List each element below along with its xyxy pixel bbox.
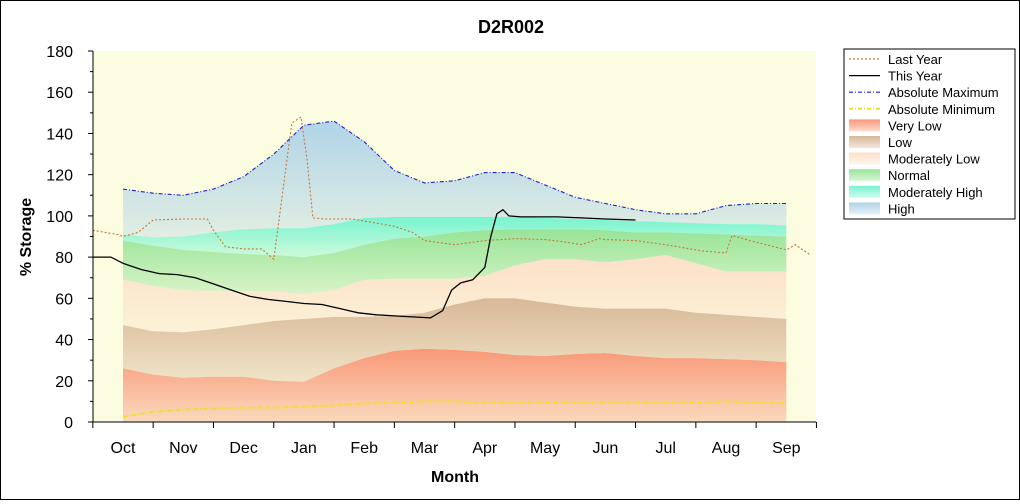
y-tick-label: 100 [46, 209, 73, 226]
x-axis-label: Month [431, 469, 479, 486]
legend-item-moderately-high: Moderately High [849, 185, 983, 200]
legend-swatch-band [849, 119, 880, 132]
legend-swatch-band [849, 136, 880, 148]
y-tick-label: 120 [46, 168, 73, 185]
band-moderately-high [123, 216, 787, 258]
x-tick-label: May [530, 440, 560, 457]
y-tick-label: 40 [55, 333, 73, 350]
y-tick-label: 60 [55, 291, 73, 308]
y-tick-label: 80 [55, 250, 73, 267]
x-tick-label: Dec [229, 440, 257, 457]
series-line-absolute-minimum [122, 400, 787, 418]
legend-label: High [888, 201, 915, 216]
legend-item-moderately-low: Moderately Low [849, 152, 980, 167]
legend-label: Absolute Minimum [888, 102, 995, 117]
x-tick-label: Jun [593, 440, 619, 457]
x-tick-label: Aug [712, 440, 740, 457]
x-tick-label: Oct [111, 440, 136, 457]
series-line-last-year [92, 116, 811, 261]
x-tick-label: Mar [411, 440, 439, 457]
y-tick-label: 0 [64, 415, 73, 432]
legend-item-normal: Normal [849, 168, 930, 183]
y-tick-label: 180 [46, 44, 73, 61]
legend-item-absolute-minimum: Absolute Minimum [849, 102, 995, 117]
legend-label: Moderately Low [888, 152, 980, 167]
x-tick-label: Jan [291, 440, 317, 457]
legend-item-very-low: Very Low [849, 118, 942, 133]
band-low [123, 298, 787, 382]
band-moderately-low [123, 255, 787, 333]
percentile-bands [123, 121, 787, 422]
legend-label: Low [888, 135, 912, 150]
legend-swatch-band [849, 152, 880, 165]
band-high [123, 121, 787, 238]
y-tick-label: 20 [55, 374, 73, 391]
legend-item-high: High [849, 201, 915, 216]
legend-item-last-year: Last Year [849, 52, 943, 67]
legend-label: This Year [888, 69, 943, 84]
legend-label: Normal [888, 168, 930, 183]
y-tick-label: 140 [46, 126, 73, 143]
x-tick-label: Sep [772, 440, 801, 457]
x-tick-label: Apr [472, 440, 498, 457]
legend-item-absolute-maximum: Absolute Maximum [849, 85, 999, 100]
chart-title: D2R002 [478, 17, 544, 37]
series-lines [92, 116, 811, 418]
y-tick-label: 160 [46, 85, 73, 102]
band-normal [123, 229, 787, 295]
legend-item-this-year: This Year [849, 69, 943, 84]
x-tick-label: Feb [350, 440, 378, 457]
y-axis-label: % Storage [18, 198, 35, 276]
x-tick-label: Jul [655, 440, 675, 457]
series-line-this-year [92, 208, 636, 319]
series-line-absolute-maximum [122, 120, 787, 215]
legend-item-low: Low [849, 135, 912, 150]
legend-swatch-band [849, 169, 880, 182]
legend-label: Very Low [888, 118, 942, 133]
band-very-low [123, 348, 787, 422]
legend-swatch-band [849, 202, 880, 215]
legend-swatch-band [849, 185, 880, 198]
axes: 0 20 40 60 80 100 120 140 160 180 Oct Nov Dec Jan Feb M… [46, 44, 817, 457]
x-tick-label: Nov [169, 440, 197, 457]
legend-label: Absolute Maximum [888, 85, 999, 100]
legend-label: Moderately High [888, 185, 983, 200]
legend-label: Last Year [888, 52, 943, 67]
